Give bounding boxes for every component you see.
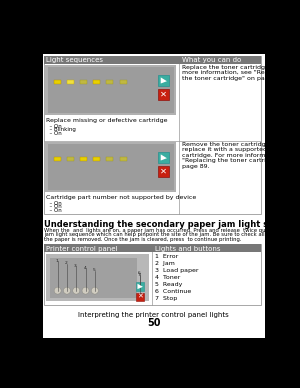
Text: Interpreting the printer control panel lights: Interpreting the printer control panel l… [78, 312, 229, 318]
Bar [48, 68, 174, 113]
Text: more information, see "Replacing: more information, see "Replacing [182, 71, 287, 75]
Text: – On: – On [46, 201, 62, 206]
Circle shape [82, 287, 89, 294]
Bar [44, 244, 261, 305]
Bar [48, 144, 174, 190]
Bar [80, 157, 87, 161]
Bar [136, 282, 145, 291]
Bar [67, 157, 74, 161]
Polygon shape [137, 284, 143, 289]
Text: 4  Toner: 4 Toner [155, 275, 181, 280]
Text: – On: – On [46, 131, 62, 136]
Text: Printer control panel: Printer control panel [46, 246, 118, 251]
Text: jam light sequence which can help pinpoint the site of the jam. Be sure to check: jam light sequence which can help pinpoi… [44, 232, 300, 237]
Bar [120, 157, 127, 161]
Text: Cartridge part number not supported by device: Cartridge part number not supported by d… [46, 195, 196, 200]
Text: – On: – On [46, 204, 62, 210]
Polygon shape [161, 154, 167, 161]
Bar [54, 157, 61, 161]
Text: cartridge. For more information, see: cartridge. For more information, see [182, 153, 296, 158]
Bar [50, 258, 137, 298]
Text: 2: 2 [65, 262, 68, 265]
Text: the toner cartridge" on page 89.: the toner cartridge" on page 89. [182, 76, 284, 81]
Circle shape [64, 287, 70, 294]
Text: replace it with a supported toner: replace it with a supported toner [182, 147, 286, 152]
Text: 50: 50 [147, 319, 160, 328]
Text: 1  Error: 1 Error [155, 255, 178, 260]
Bar [93, 80, 100, 83]
Bar [44, 244, 261, 252]
Text: 6: 6 [138, 271, 140, 275]
Bar [106, 157, 113, 161]
Text: – Blinking: – Blinking [46, 127, 76, 132]
Text: ✕: ✕ [160, 167, 167, 176]
Bar [80, 80, 87, 83]
Text: Replace the toner cartridge. For: Replace the toner cartridge. For [182, 65, 282, 70]
Bar [158, 75, 169, 86]
Bar [45, 142, 176, 192]
Text: When the  and  lights are on, a paper jam has occurred. Press and release  twice: When the and lights are on, a paper jam … [44, 227, 300, 232]
Text: – On: – On [46, 123, 62, 128]
Text: Lights and buttons: Lights and buttons [154, 246, 220, 251]
Text: "Replacing the toner cartridge" on: "Replacing the toner cartridge" on [182, 158, 290, 163]
Bar [158, 166, 169, 177]
Text: 7  Stop: 7 Stop [155, 296, 178, 301]
Text: ✕: ✕ [160, 90, 167, 99]
Text: 1: 1 [56, 259, 58, 263]
Text: page 89.: page 89. [182, 164, 209, 169]
Bar [136, 293, 144, 301]
Bar [44, 56, 261, 214]
Text: – On: – On [46, 208, 62, 213]
Text: ✕: ✕ [137, 294, 143, 300]
Circle shape [92, 287, 98, 294]
Bar [158, 152, 169, 163]
Text: 3  Load paper: 3 Load paper [155, 268, 199, 273]
Bar [120, 80, 127, 83]
Bar [44, 56, 261, 64]
Circle shape [73, 287, 80, 294]
Bar [106, 80, 113, 83]
Text: Light sequences: Light sequences [46, 57, 103, 63]
Text: 6  Continue: 6 Continue [155, 289, 192, 294]
Text: Remove the toner cartridge and: Remove the toner cartridge and [182, 142, 283, 147]
Circle shape [54, 287, 61, 294]
Text: 4: 4 [83, 266, 86, 270]
Text: What you can do: What you can do [182, 57, 241, 63]
Text: 2  Jam: 2 Jam [155, 262, 175, 267]
Bar [45, 65, 176, 115]
Bar [46, 254, 149, 301]
Bar [67, 80, 74, 83]
Bar [158, 89, 169, 100]
Text: Replace missing or defective cartridge: Replace missing or defective cartridge [46, 118, 167, 123]
Text: the paper is removed. Once the jam is cleared, press  to continue printing.: the paper is removed. Once the jam is cl… [44, 237, 241, 242]
Text: 3: 3 [74, 264, 77, 268]
Text: 5: 5 [93, 268, 95, 272]
Polygon shape [161, 77, 167, 83]
Bar [93, 157, 100, 161]
Bar [54, 80, 61, 83]
Text: Understanding the secondary paper jam light sequences: Understanding the secondary paper jam li… [44, 220, 300, 229]
Text: 5  Ready: 5 Ready [155, 282, 183, 287]
Text: 7: 7 [138, 273, 140, 277]
